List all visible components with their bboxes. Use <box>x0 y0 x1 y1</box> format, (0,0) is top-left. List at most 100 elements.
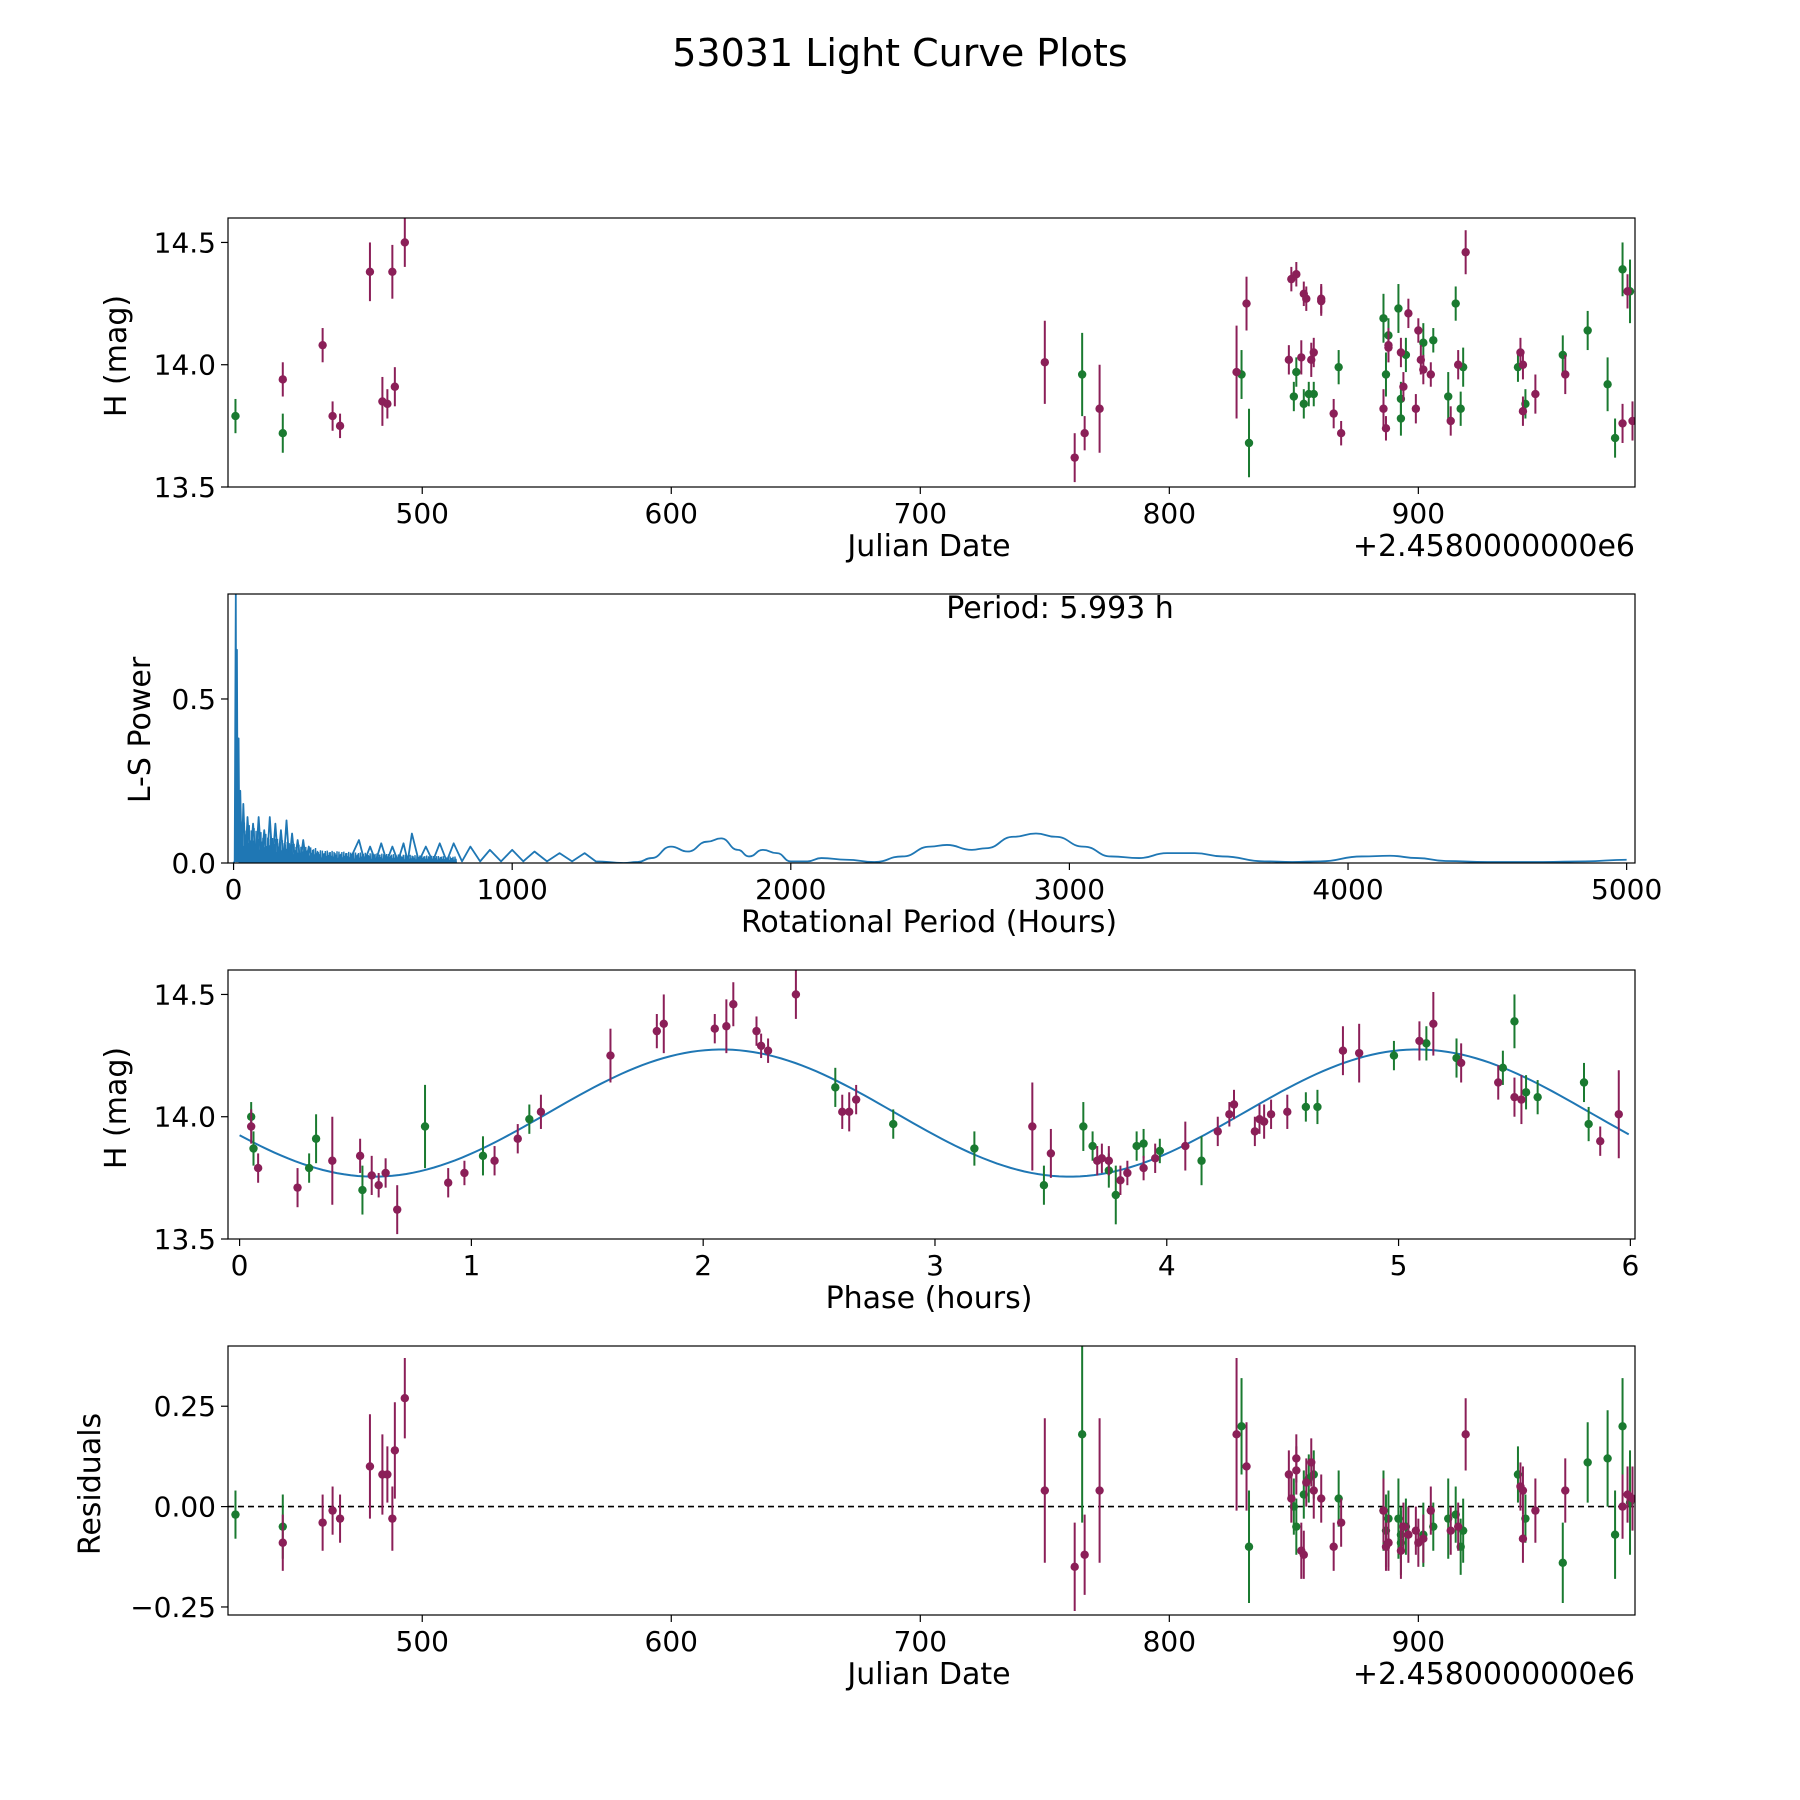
green-data-point <box>1132 1131 1141 1161</box>
purple-data-point <box>390 1402 400 1499</box>
marker <box>1419 338 1428 347</box>
y-tick-label: −0.25 <box>130 1591 216 1624</box>
purple-data-point <box>763 1038 773 1063</box>
lightcurve-offset-text: +2.4580000000e6 <box>1353 529 1635 564</box>
green-data-point <box>1289 381 1299 412</box>
green-data-point <box>1292 357 1301 387</box>
green-data-point <box>311 1114 321 1164</box>
marker <box>1317 1494 1326 1503</box>
green-data-point <box>278 413 287 453</box>
purple-data-point <box>328 1486 337 1535</box>
purple-data-point <box>1561 1458 1570 1523</box>
marker <box>1259 1117 1269 1126</box>
purple-data-point <box>1266 1099 1276 1129</box>
x-tick-label: 700 <box>894 1625 947 1658</box>
green-data-point <box>420 1084 430 1169</box>
marker <box>1139 1139 1148 1148</box>
marker <box>1518 406 1528 416</box>
x-tick-label: 6 <box>1621 1249 1639 1282</box>
marker <box>752 1026 761 1036</box>
marker <box>1446 416 1455 426</box>
marker <box>1213 1127 1222 1136</box>
green-data-point <box>1088 1131 1097 1161</box>
marker <box>1077 370 1087 379</box>
marker <box>1381 424 1391 433</box>
marker <box>490 1156 499 1165</box>
purple-data-point <box>1384 1518 1393 1567</box>
marker <box>791 990 801 999</box>
marker <box>851 1095 861 1104</box>
marker <box>1451 299 1460 308</box>
purple-data-point <box>400 1358 410 1439</box>
purple-data-point <box>328 1116 337 1205</box>
purple-data-point <box>838 1094 847 1129</box>
marker <box>1309 348 1318 357</box>
marker <box>889 1119 898 1129</box>
green-data-point <box>1396 401 1406 436</box>
periodogram-ylabel: L-S Power <box>123 656 158 803</box>
purple-data-point <box>1070 433 1079 483</box>
marker <box>1046 1149 1056 1158</box>
marker <box>1533 1092 1542 1102</box>
green-data-point <box>1379 293 1388 343</box>
marker <box>710 1024 719 1033</box>
green-data-point <box>1422 1026 1431 1061</box>
marker <box>1302 294 1311 303</box>
y-tick-label: 14.5 <box>154 226 216 259</box>
marker <box>1040 1486 1050 1495</box>
marker <box>1584 1119 1593 1129</box>
purple-data-point <box>1381 416 1391 441</box>
marker <box>1197 1156 1206 1165</box>
marker <box>1334 362 1343 372</box>
marker <box>1379 1506 1388 1515</box>
marker <box>1104 1156 1114 1165</box>
purple-data-point <box>388 1486 397 1551</box>
period-annotation: Period: 5.993 h <box>946 591 1174 626</box>
purple-data-point <box>293 1168 302 1208</box>
purple-data-point <box>1317 1474 1326 1523</box>
marker <box>420 1122 430 1131</box>
purple-data-point <box>365 1414 375 1519</box>
purple-data-point <box>1453 1502 1463 1551</box>
x-tick-label: 4 <box>1158 1249 1176 1282</box>
marker <box>1299 1550 1308 1559</box>
purple-data-point <box>1404 298 1413 329</box>
marker <box>1384 343 1393 352</box>
purple-data-point <box>1229 1089 1239 1120</box>
marker <box>1494 1078 1503 1087</box>
marker <box>1232 1430 1241 1439</box>
marker <box>1116 1176 1125 1185</box>
marker <box>1596 1136 1605 1146</box>
marker <box>365 267 375 276</box>
marker <box>1111 1190 1120 1200</box>
marker <box>838 1107 847 1117</box>
green-data-point <box>1244 408 1254 478</box>
marker <box>278 1538 287 1547</box>
purple-data-point <box>845 1092 854 1132</box>
marker <box>606 1051 615 1060</box>
marker <box>1070 453 1079 462</box>
x-tick-label: 5 <box>1390 1249 1408 1282</box>
marker <box>1583 326 1592 335</box>
marker <box>318 340 327 350</box>
purple-data-point <box>1329 398 1338 429</box>
marker <box>390 1446 400 1455</box>
purple-data-point <box>1399 1502 1408 1551</box>
marker <box>1618 1422 1627 1431</box>
purple-data-point <box>752 1016 761 1046</box>
marker <box>1336 1518 1346 1527</box>
residuals-xlabel: Julian Date <box>845 1657 1010 1692</box>
phased-xlabel: Phase (hours) <box>826 1281 1033 1316</box>
marker <box>1610 1530 1620 1539</box>
purple-data-point <box>335 1494 345 1543</box>
marker <box>231 411 240 421</box>
green-data-point <box>1584 1106 1593 1142</box>
marker <box>845 1107 854 1117</box>
marker <box>328 411 337 421</box>
x-tick-label: 2 <box>694 1249 712 1282</box>
marker <box>1404 309 1413 318</box>
purple-data-point <box>1123 1160 1132 1186</box>
marker <box>1510 1092 1519 1102</box>
